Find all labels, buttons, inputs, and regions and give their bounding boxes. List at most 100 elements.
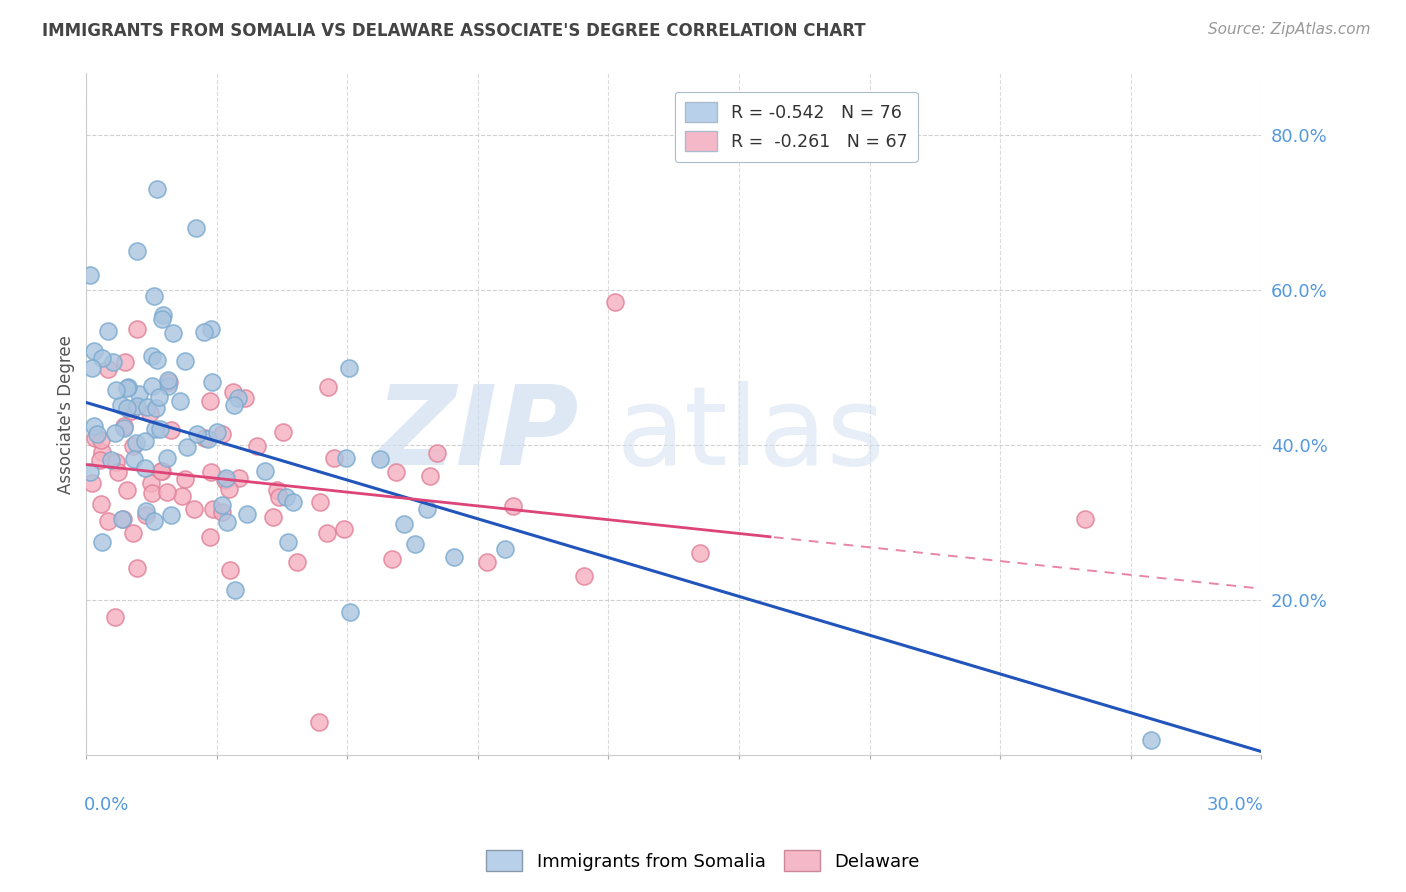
Point bbox=[112, 419, 135, 434]
Point bbox=[1074, 512, 1097, 526]
Point bbox=[112, 421, 135, 435]
Point bbox=[183, 502, 205, 516]
Point bbox=[267, 490, 290, 504]
Point bbox=[90, 535, 112, 549]
Point bbox=[246, 439, 269, 453]
Point bbox=[79, 465, 101, 479]
Point bbox=[416, 502, 439, 516]
Point bbox=[309, 495, 332, 509]
Point bbox=[198, 530, 221, 544]
Point bbox=[100, 452, 122, 467]
Point bbox=[368, 452, 391, 467]
Point bbox=[426, 446, 449, 460]
Point bbox=[121, 439, 143, 453]
Point bbox=[271, 425, 294, 440]
Legend: Immigrants from Somalia, Delaware: Immigrants from Somalia, Delaware bbox=[479, 843, 927, 879]
Point bbox=[263, 510, 285, 524]
Point bbox=[136, 400, 159, 414]
Point bbox=[150, 464, 173, 478]
Point bbox=[141, 379, 163, 393]
Point bbox=[274, 490, 297, 504]
Point bbox=[253, 464, 276, 478]
Point bbox=[120, 404, 142, 418]
Point bbox=[228, 391, 250, 405]
Point bbox=[335, 450, 357, 465]
Point bbox=[86, 427, 108, 442]
Point bbox=[101, 355, 124, 369]
Point bbox=[127, 322, 149, 336]
Point bbox=[222, 385, 245, 400]
Point bbox=[149, 422, 172, 436]
Point bbox=[202, 501, 225, 516]
Point bbox=[141, 486, 163, 500]
Point bbox=[214, 470, 236, 484]
Point bbox=[316, 380, 339, 394]
Point bbox=[277, 535, 299, 549]
Point bbox=[283, 495, 305, 509]
Point bbox=[475, 555, 498, 569]
Point bbox=[217, 515, 239, 529]
Point bbox=[197, 433, 219, 447]
Point bbox=[111, 512, 134, 526]
Text: 0.0%: 0.0% bbox=[84, 797, 129, 814]
Point bbox=[205, 425, 228, 439]
Point bbox=[200, 465, 222, 479]
Point bbox=[90, 444, 112, 458]
Point bbox=[125, 399, 148, 413]
Point bbox=[236, 507, 259, 521]
Legend: R = -0.542   N = 76, R =  -0.261   N = 67: R = -0.542 N = 76, R = -0.261 N = 67 bbox=[675, 92, 918, 161]
Point bbox=[194, 431, 217, 445]
Point bbox=[156, 373, 179, 387]
Point bbox=[201, 376, 224, 390]
Point bbox=[104, 384, 127, 398]
Point bbox=[219, 563, 242, 577]
Point bbox=[97, 514, 120, 528]
Point bbox=[200, 394, 222, 409]
Point bbox=[266, 483, 288, 498]
Point bbox=[332, 522, 354, 536]
Point bbox=[134, 460, 156, 475]
Point bbox=[1140, 732, 1163, 747]
Text: Source: ZipAtlas.com: Source: ZipAtlas.com bbox=[1208, 22, 1371, 37]
Point bbox=[83, 418, 105, 433]
Point bbox=[419, 468, 441, 483]
Point bbox=[184, 221, 207, 235]
Point bbox=[125, 561, 148, 575]
Point bbox=[572, 569, 595, 583]
Point bbox=[200, 322, 222, 336]
Point bbox=[156, 379, 179, 393]
Point bbox=[176, 440, 198, 454]
Point bbox=[233, 391, 256, 405]
Point bbox=[107, 465, 129, 479]
Point bbox=[169, 394, 191, 409]
Point bbox=[148, 390, 170, 404]
Point bbox=[117, 380, 139, 394]
Point bbox=[79, 268, 101, 282]
Point bbox=[228, 471, 250, 485]
Point bbox=[211, 426, 233, 441]
Point bbox=[122, 525, 145, 540]
Point bbox=[157, 375, 180, 389]
Point bbox=[142, 289, 165, 303]
Point bbox=[117, 483, 139, 497]
Point bbox=[404, 537, 426, 551]
Point bbox=[337, 361, 360, 376]
Point bbox=[162, 326, 184, 340]
Point bbox=[128, 386, 150, 401]
Point bbox=[494, 541, 516, 556]
Point bbox=[214, 473, 236, 487]
Point bbox=[150, 463, 173, 477]
Point bbox=[322, 451, 344, 466]
Point bbox=[381, 552, 404, 566]
Point bbox=[316, 526, 339, 541]
Point bbox=[156, 451, 179, 466]
Point bbox=[170, 489, 193, 503]
Point bbox=[143, 514, 166, 528]
Point bbox=[689, 546, 711, 560]
Text: IMMIGRANTS FROM SOMALIA VS DELAWARE ASSOCIATE'S DEGREE CORRELATION CHART: IMMIGRANTS FROM SOMALIA VS DELAWARE ASSO… bbox=[42, 22, 866, 40]
Point bbox=[134, 434, 156, 449]
Point bbox=[115, 381, 138, 395]
Point bbox=[138, 406, 160, 420]
Text: atlas: atlas bbox=[617, 381, 886, 488]
Point bbox=[122, 451, 145, 466]
